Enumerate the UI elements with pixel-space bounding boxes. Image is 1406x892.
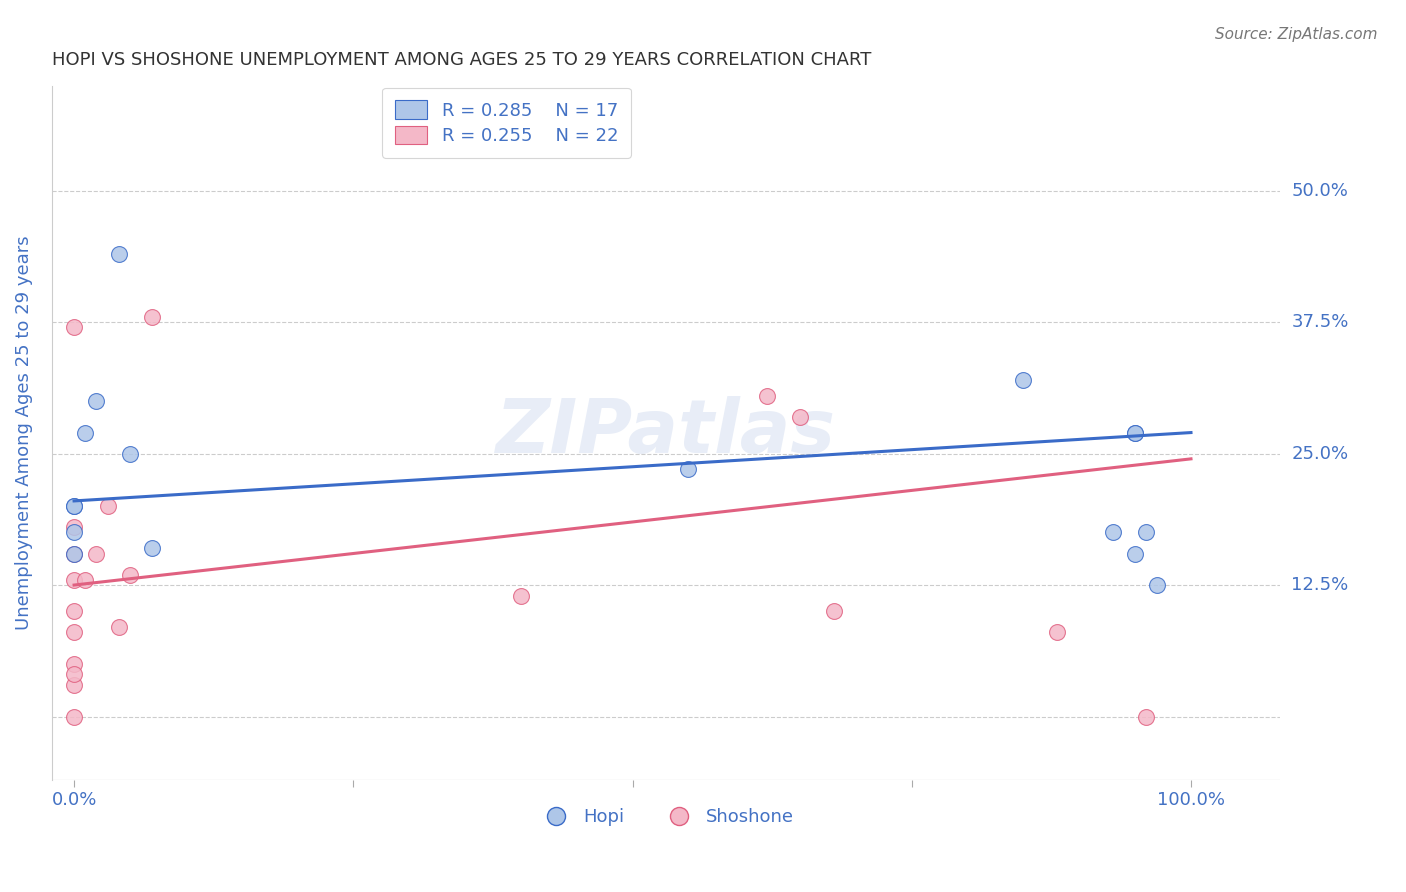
Point — [1135, 709, 1157, 723]
Point — [141, 541, 163, 556]
Point — [75, 425, 97, 440]
Point — [789, 409, 811, 424]
Point — [1123, 425, 1146, 440]
Point — [63, 525, 86, 540]
Text: HOPI VS SHOSHONE UNEMPLOYMENT AMONG AGES 25 TO 29 YEARS CORRELATION CHART: HOPI VS SHOSHONE UNEMPLOYMENT AMONG AGES… — [52, 51, 872, 69]
Point — [63, 547, 86, 561]
Text: ZIPatlas: ZIPatlas — [496, 396, 837, 469]
Point — [63, 678, 86, 692]
Point — [755, 389, 778, 403]
Point — [107, 620, 129, 634]
Point — [678, 462, 700, 476]
Point — [63, 625, 86, 640]
Point — [63, 499, 86, 513]
Point — [823, 604, 845, 618]
Point — [141, 310, 163, 324]
Point — [63, 320, 86, 334]
Legend: Hopi, Shoshone: Hopi, Shoshone — [531, 801, 801, 833]
Point — [1123, 547, 1146, 561]
Point — [1046, 625, 1069, 640]
Point — [118, 447, 141, 461]
Text: 50.0%: 50.0% — [1292, 182, 1348, 200]
Point — [63, 520, 86, 534]
Point — [75, 573, 97, 587]
Point — [107, 247, 129, 261]
Text: 37.5%: 37.5% — [1292, 313, 1348, 331]
Point — [1101, 525, 1123, 540]
Point — [86, 547, 108, 561]
Text: 12.5%: 12.5% — [1292, 576, 1348, 594]
Point — [1146, 578, 1168, 592]
Point — [63, 547, 86, 561]
Text: Source: ZipAtlas.com: Source: ZipAtlas.com — [1215, 27, 1378, 42]
Point — [63, 667, 86, 681]
Point — [1135, 525, 1157, 540]
Point — [1012, 373, 1035, 387]
Point — [118, 567, 141, 582]
Point — [63, 709, 86, 723]
Point — [509, 589, 531, 603]
Y-axis label: Unemployment Among Ages 25 to 29 years: Unemployment Among Ages 25 to 29 years — [15, 235, 32, 630]
Point — [63, 604, 86, 618]
Point — [86, 394, 108, 409]
Point — [1123, 425, 1146, 440]
Point — [63, 573, 86, 587]
Point — [63, 657, 86, 671]
Text: 25.0%: 25.0% — [1292, 444, 1348, 463]
Point — [97, 499, 120, 513]
Point — [63, 499, 86, 513]
